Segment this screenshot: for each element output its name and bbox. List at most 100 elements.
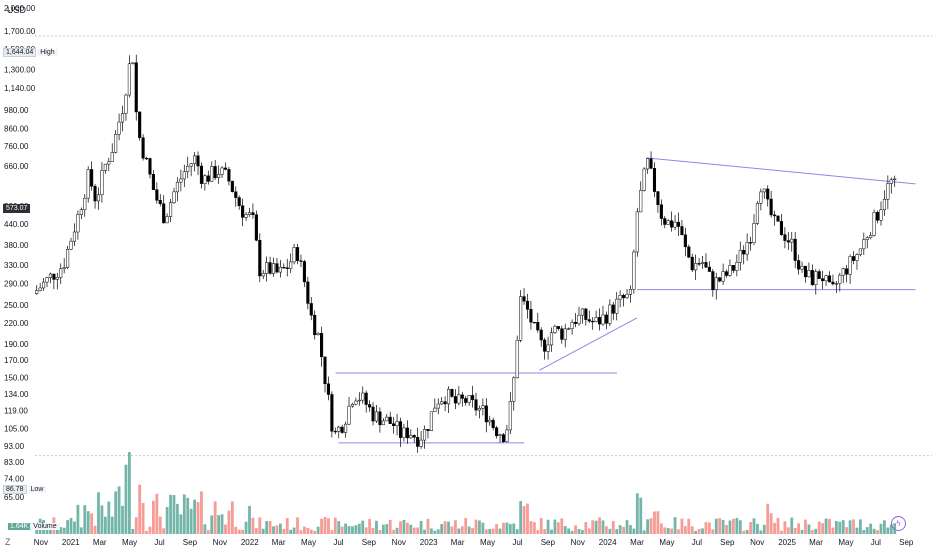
candle-body — [762, 188, 766, 193]
high-marker: 1,644.04 High — [3, 48, 58, 58]
y-tick-label: 290.00 — [4, 280, 29, 289]
volume-bar — [224, 524, 227, 534]
volume-bar — [230, 501, 234, 534]
candle-body — [364, 392, 368, 405]
candle-body — [196, 155, 200, 167]
candle-body — [628, 289, 632, 295]
candle-body — [278, 266, 282, 273]
candle-body — [447, 388, 451, 405]
candle-body — [635, 211, 639, 253]
volume-bar — [656, 511, 660, 534]
volume-bar — [646, 519, 650, 534]
volume-bar — [220, 514, 224, 534]
volume-bar — [721, 519, 725, 534]
volume-bar — [526, 503, 529, 534]
candle-body — [416, 437, 420, 447]
volume-bar — [333, 517, 337, 534]
candle-body — [532, 321, 536, 324]
candle-body — [295, 247, 300, 261]
y-tick-label: 1,140.00 — [4, 84, 36, 93]
candle-body — [275, 263, 279, 273]
x-tick-label: Sep — [362, 538, 377, 547]
volume-bar — [176, 503, 179, 534]
volume-bar — [193, 499, 196, 534]
volume-bar — [519, 501, 523, 534]
volume-bar — [340, 526, 344, 534]
y-tick-label: 190.00 — [4, 340, 29, 349]
candle-body — [42, 281, 46, 289]
candle-body — [889, 179, 893, 184]
volume-bar — [213, 501, 217, 534]
volume-bar — [155, 493, 159, 534]
candle-body — [769, 198, 773, 216]
x-tick-label: Nov — [34, 538, 48, 547]
candle-body — [138, 111, 142, 138]
volume-bar — [742, 530, 746, 534]
tradingview-logo-icon[interactable]: Z — [5, 537, 11, 547]
volume-bar — [275, 525, 279, 534]
candle-body — [714, 277, 718, 290]
candle-body — [83, 197, 87, 210]
candle-body — [429, 411, 433, 431]
candle-body — [124, 94, 128, 114]
candle-body — [182, 171, 186, 180]
volume-bar — [735, 517, 739, 534]
volume-bar — [282, 529, 286, 534]
volume-bar — [800, 529, 804, 534]
descending-resistance-line — [646, 157, 916, 185]
candle-body — [440, 401, 444, 405]
candle-body — [515, 340, 519, 379]
volume-bar — [313, 530, 317, 534]
candle-body — [573, 321, 578, 324]
volume-bar — [148, 526, 152, 534]
volume-bar — [550, 529, 553, 534]
volume-bar — [670, 528, 674, 534]
volume-bar — [780, 530, 783, 534]
candle-body — [148, 158, 152, 175]
volume-bar — [62, 527, 66, 534]
volume-bar — [848, 520, 852, 534]
volume-bar — [889, 524, 893, 534]
volume-bar — [327, 518, 330, 534]
volume-bar — [158, 516, 162, 534]
candle-body — [309, 303, 313, 316]
candle-body — [381, 420, 385, 426]
volume-bar — [608, 528, 612, 534]
volume-bar — [704, 522, 708, 534]
volume-bar — [203, 524, 207, 534]
ascending-trendline-line — [539, 317, 638, 371]
candle-body — [759, 191, 763, 204]
candle-body — [817, 271, 821, 279]
candle-body — [392, 423, 396, 427]
candle-body — [35, 290, 39, 295]
volume-bar — [725, 525, 728, 534]
candle-body — [313, 314, 317, 336]
volume-bar — [615, 529, 619, 534]
volume-bar — [883, 520, 886, 534]
candle-body — [402, 427, 406, 438]
volume-bar — [381, 524, 385, 534]
candle-body — [841, 268, 845, 276]
volume-bar — [478, 520, 481, 534]
volume-bar — [405, 522, 409, 534]
volume-bar — [834, 521, 838, 534]
candle-body — [639, 190, 643, 213]
candle-body — [100, 170, 104, 196]
candle-body — [553, 326, 557, 333]
x-tick-label: May — [838, 538, 853, 547]
volume-bar — [810, 530, 814, 534]
candle-body — [676, 221, 681, 227]
candle-body — [453, 396, 457, 404]
x-tick-label: May — [122, 538, 137, 547]
volume-bar — [196, 502, 200, 534]
candle-body — [584, 308, 588, 320]
lightning-icon[interactable]: ϟ — [891, 516, 906, 531]
volume-bar — [804, 519, 807, 534]
candle-body — [567, 328, 571, 330]
candle-body — [388, 416, 392, 424]
candle-body — [357, 399, 361, 402]
candle-body — [347, 405, 351, 425]
volume-bar — [145, 530, 148, 534]
candle-body — [265, 262, 269, 274]
